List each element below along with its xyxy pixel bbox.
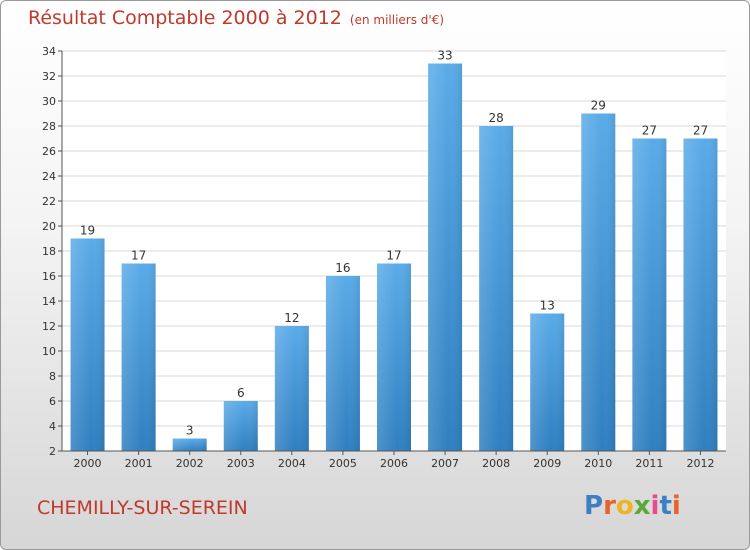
proxiti-logo: Proxiti — [584, 491, 681, 521]
logo-letter: t — [659, 491, 672, 521]
x-tick-label: 2001 — [125, 457, 153, 470]
logo-letter: x — [633, 491, 651, 521]
bar-shade — [274, 326, 309, 451]
logo-letter: i — [650, 491, 660, 521]
logo-letter: P — [584, 491, 604, 521]
bar-shade — [325, 276, 360, 451]
x-tick-label: 2000 — [74, 457, 102, 470]
y-tick-label: 20 — [42, 220, 56, 233]
data-label: 29 — [591, 99, 606, 113]
logo-letter: r — [603, 491, 616, 521]
chart-subtitle: (en milliers d'€) — [349, 13, 445, 27]
bars — [70, 63, 718, 451]
data-label: 6 — [237, 386, 245, 400]
x-tick-label: 2010 — [584, 457, 612, 470]
data-label: 27 — [642, 124, 657, 138]
x-tick-label: 2004 — [278, 457, 306, 470]
y-tick-label: 24 — [42, 170, 56, 183]
bar-shade — [172, 438, 207, 451]
x-tick-label: 2009 — [533, 457, 561, 470]
x-tick-label: 2012 — [686, 457, 714, 470]
data-label: 17 — [386, 249, 401, 263]
logo-letter: o — [615, 491, 634, 521]
bar-shade — [479, 126, 514, 451]
bar-shade — [632, 138, 667, 451]
bar-shade — [223, 401, 258, 451]
x-tick-label: 2005 — [329, 457, 357, 470]
x-tick-label: 2006 — [380, 457, 408, 470]
data-label: 19 — [80, 224, 95, 238]
data-labels: 19 17 3 6 12 16 17 33 28 13 29 27 27 — [80, 49, 708, 438]
y-tick-label: 26 — [42, 145, 56, 158]
data-label: 27 — [693, 124, 708, 138]
y-tick-label: 2 — [49, 445, 56, 458]
x-tick-label: 2002 — [176, 457, 204, 470]
data-label: 3 — [186, 424, 194, 438]
y-tick-label: 6 — [49, 395, 56, 408]
y-tick-label: 30 — [42, 95, 56, 108]
y-tick-label: 14 — [42, 295, 56, 308]
x-tick-label: 2011 — [635, 457, 663, 470]
chart-title: Résultat Comptable 2000 à 2012 (en millie… — [28, 7, 444, 29]
data-label: 12 — [284, 311, 299, 325]
bar-shade — [428, 63, 463, 451]
bar-shade — [530, 313, 565, 451]
bar-shade — [70, 238, 105, 451]
y-tick-label: 18 — [42, 245, 56, 258]
logo-letter: i — [671, 491, 681, 521]
x-tick-label: 2003 — [227, 457, 255, 470]
y-tick-label: 32 — [42, 70, 56, 83]
data-label: 28 — [489, 111, 504, 125]
y-tick-label: 34 — [42, 45, 56, 58]
y-tick-label: 10 — [42, 345, 56, 358]
bar-shade — [377, 263, 411, 451]
y-tick-label: 8 — [49, 370, 56, 383]
bar-shade — [121, 263, 156, 451]
bar-shade — [581, 113, 616, 451]
y-tick-label: 12 — [42, 320, 56, 333]
data-label: 16 — [335, 261, 350, 275]
data-label: 13 — [540, 299, 555, 313]
x-tick-label: 2008 — [482, 457, 510, 470]
y-tick-label: 4 — [49, 420, 56, 433]
data-label: 17 — [131, 249, 146, 263]
data-label: 33 — [437, 49, 452, 63]
chart-title-text: Résultat Comptable 2000 à 2012 — [28, 7, 342, 29]
bar-shade — [683, 138, 718, 451]
y-tick-label: 28 — [42, 120, 56, 133]
y-tick-label: 22 — [42, 195, 56, 208]
y-tick-label: 16 — [42, 270, 56, 283]
commune-name: CHEMILLY-SUR-SEREIN — [37, 497, 248, 519]
x-axis: 2000 2001 2002 2003 2004 2005 2006 2007 2008 2009… — [62, 450, 726, 470]
x-tick-label: 2007 — [431, 457, 459, 470]
